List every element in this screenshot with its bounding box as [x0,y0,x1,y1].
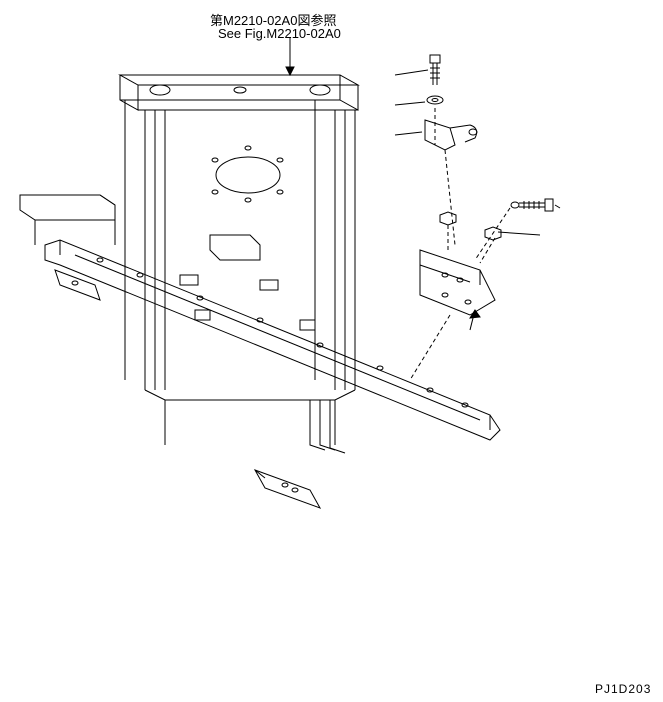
diagram-svg [0,0,663,702]
drawing-number: PJ1D203 [595,682,651,696]
annotation-en: See Fig.M2210-02A0 [218,26,341,41]
technical-diagram: 第M2210-02A0図参照 See Fig.M2210-02A0 PJ1D20… [0,0,663,702]
